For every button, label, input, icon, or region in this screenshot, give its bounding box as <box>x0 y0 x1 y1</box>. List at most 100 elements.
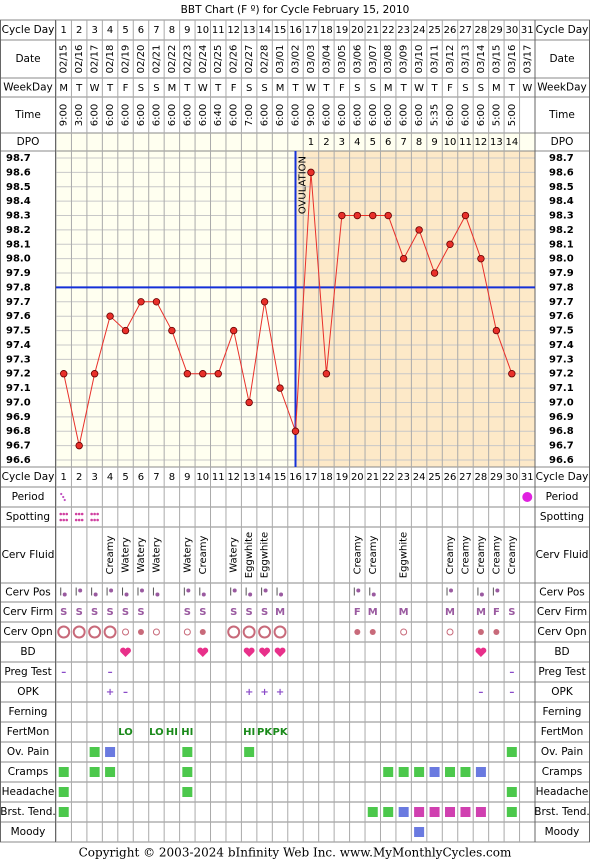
time: 6:00 <box>368 104 379 126</box>
cerv-fluid: Eggwhite <box>260 532 271 578</box>
row-label: Headache <box>2 786 55 798</box>
date: 02/18 <box>105 45 116 74</box>
time: 5:35 <box>430 104 441 126</box>
y-tick-label-right: 97.0 <box>549 397 574 408</box>
cycle-day: 29 <box>490 25 503 36</box>
dpo: 10 <box>444 137 457 148</box>
cycle-day: 19 <box>335 472 348 483</box>
cycle-day: 29 <box>490 472 503 483</box>
bd-heart <box>243 647 255 657</box>
symptom-square <box>58 807 69 817</box>
weekday: S <box>354 83 360 94</box>
time: 6:00 <box>291 104 302 126</box>
y-tick-label: 98.1 <box>6 239 31 250</box>
y-tick-label: 97.6 <box>6 311 31 322</box>
symptom-square <box>182 747 193 757</box>
date: 03/17 <box>522 45 533 74</box>
row-label: Ov. Pain <box>7 746 49 758</box>
date: 03/13 <box>460 45 471 74</box>
dpo: 13 <box>490 137 503 148</box>
symptom-square <box>244 747 255 757</box>
spotting-dot <box>96 518 99 522</box>
row-label-right: WeekDay <box>537 82 587 94</box>
symptom-square <box>58 787 69 797</box>
spotting-dot <box>77 512 81 516</box>
cycle-day: 4 <box>107 25 113 36</box>
cycle-day: 24 <box>413 472 426 483</box>
fertmon: PK <box>257 727 273 738</box>
symptom-square <box>506 807 517 817</box>
time: 7:00 <box>244 104 255 126</box>
cycle-day: 30 <box>505 472 518 483</box>
row-label: Preg Test <box>4 666 51 678</box>
spotting-dot <box>62 518 66 522</box>
y-tick-label: 96.6 <box>6 455 31 466</box>
y-tick-label-right: 96.9 <box>549 412 574 423</box>
time: 5:00 <box>491 104 502 126</box>
temperature-point <box>353 211 362 220</box>
cycle-day: 27 <box>459 472 472 483</box>
cycle-day: 23 <box>397 472 410 483</box>
dpo: 4 <box>354 137 360 148</box>
y-tick-label: 97.3 <box>6 354 31 365</box>
cycle-day: 18 <box>320 472 333 483</box>
cerv-firm: S <box>508 607 515 618</box>
cycle-day: 15 <box>274 25 287 36</box>
cycle-day: 6 <box>138 25 144 36</box>
y-tick-label-right: 97.6 <box>549 311 574 322</box>
row-label: Cerv Opn <box>3 626 52 638</box>
row-label-right: Cramps <box>542 766 582 778</box>
symptom-square <box>506 747 517 757</box>
fertmon: HI <box>181 727 193 738</box>
temperature-point <box>492 326 501 335</box>
row-label: Cramps <box>8 766 48 778</box>
cerv-pos-dot <box>78 588 83 593</box>
cerv-pos-dot <box>109 588 114 593</box>
symptom-square <box>429 767 440 777</box>
row-label: Cerv Fluid <box>2 549 55 561</box>
row-label-right: Moody <box>545 826 580 838</box>
dpo: 7 <box>400 137 406 148</box>
y-tick-label-right: 97.7 <box>549 297 574 308</box>
row-label-right: FertMon <box>541 726 584 738</box>
temperature-point <box>322 370 331 378</box>
symptom-square <box>89 747 100 757</box>
weekday: M <box>59 83 68 94</box>
y-tick-label: 97.1 <box>6 383 31 394</box>
cerv-firm: F <box>493 607 500 618</box>
cerv-fluid: Creamy <box>198 536 209 575</box>
temperature-point <box>137 298 145 306</box>
time: 6:00 <box>167 104 178 126</box>
temperature-point <box>369 211 377 220</box>
time: 6:00 <box>198 104 209 126</box>
symptom-square <box>429 807 440 817</box>
y-tick-label-right: 98.0 <box>549 254 574 265</box>
dpo-row-bg <box>56 133 535 151</box>
time: 6:00 <box>383 104 394 126</box>
cycle-day: 26 <box>444 25 457 36</box>
cerv-fluid: Creamy <box>105 536 116 575</box>
date: 03/02 <box>291 45 302 74</box>
symbol-text: – <box>509 687 514 698</box>
cerv-pos-dot <box>479 592 484 597</box>
cycle-day: 7 <box>153 25 159 36</box>
weekday: W <box>306 83 316 94</box>
row-label: Cycle Day <box>2 471 55 483</box>
row-label-right: Cerv Opn <box>537 626 586 638</box>
row-label: Date <box>15 53 40 65</box>
y-tick-label-right: 97.3 <box>549 354 574 365</box>
y-tick-label: 97.0 <box>6 397 31 408</box>
spotting-dot <box>74 518 78 522</box>
weekday: S <box>478 83 484 94</box>
row-label-right: Cerv Pos <box>539 587 585 599</box>
date: 03/01 <box>275 45 286 74</box>
cerv-firm: M <box>368 607 378 618</box>
time: 6:00 <box>414 104 425 126</box>
y-tick-label-right: 97.5 <box>549 326 574 337</box>
spotting-dot <box>62 512 66 516</box>
row-label: DPO <box>17 136 40 148</box>
cerv-pos-dot <box>371 592 376 597</box>
dpo: 14 <box>505 137 518 148</box>
y-tick-label: 98.4 <box>6 196 31 207</box>
time: 6:00 <box>182 104 193 126</box>
